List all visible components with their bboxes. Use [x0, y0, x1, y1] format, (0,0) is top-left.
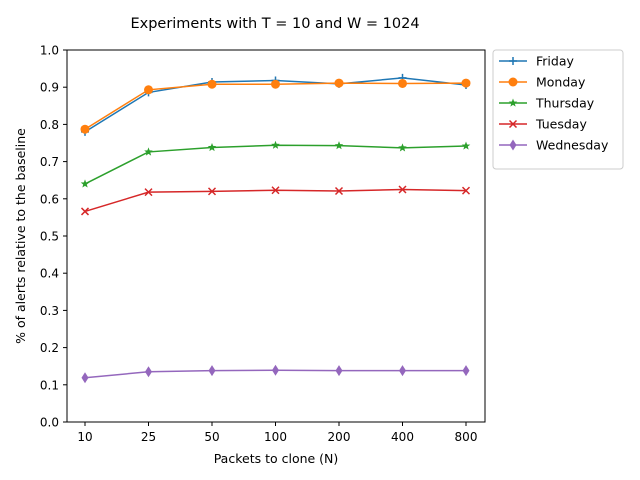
data-point — [334, 141, 344, 150]
x-tick-label: 50 — [204, 430, 219, 444]
series-thursday — [80, 140, 471, 188]
legend-marker — [509, 139, 517, 151]
series-line — [84, 144, 467, 185]
y-tick-label: 0.5 — [40, 230, 59, 244]
legend-label: Friday — [536, 54, 574, 69]
data-point — [80, 179, 90, 188]
legend-item: Wednesday — [499, 138, 609, 153]
x-tick-label: 25 — [141, 430, 156, 444]
data-point — [335, 365, 343, 377]
data-point — [81, 372, 89, 384]
data-point — [144, 147, 153, 156]
data-point — [272, 364, 279, 376]
legend: Friday Monday Thursday Tuesday Wednesday — [492, 49, 624, 170]
legend-label: Thursday — [535, 96, 595, 111]
data-point — [461, 141, 471, 150]
data-point — [207, 142, 217, 152]
legend-label: Tuesday — [535, 117, 587, 132]
y-axis: 0.0 0.1 0.2 0.3 0.4 0.5 0.6 0.7 0.8 0.9 1.0 — [40, 44, 67, 430]
series-tuesday — [80, 185, 471, 216]
data-point — [334, 78, 344, 88]
x-tick-label: 800 — [455, 430, 478, 444]
x-axis-label: Packets to clone (N) — [214, 451, 339, 466]
data-point — [461, 78, 471, 88]
series-line — [84, 188, 467, 213]
y-tick-label: 0.6 — [40, 192, 59, 206]
legend-box — [492, 49, 624, 170]
y-tick-label: 0.9 — [40, 81, 59, 95]
data-point — [334, 186, 344, 196]
data-point — [461, 186, 471, 195]
data-point — [271, 140, 280, 149]
legend-marker — [508, 119, 518, 129]
data-point — [144, 85, 153, 95]
y-tick-label: 0.3 — [40, 304, 59, 318]
data-point — [208, 365, 216, 377]
data-point — [80, 124, 90, 134]
y-tick-label: 1.0 — [40, 44, 59, 58]
data-point — [399, 365, 406, 377]
data-point — [80, 207, 90, 216]
legend-item: Thursday — [499, 96, 595, 111]
chart-title: Experiments with T = 10 and W = 1024 — [130, 16, 419, 32]
x-tick-label: 10 — [77, 430, 92, 444]
legend-item: Monday — [499, 75, 586, 90]
data-point — [398, 78, 407, 88]
legend-label: Monday — [536, 75, 586, 90]
data-point — [144, 188, 153, 197]
data-point — [462, 365, 470, 377]
y-tick-label: 0.7 — [40, 155, 59, 169]
x-axis: 10 25 50 100 200 400 800 — [77, 422, 477, 444]
series-monday — [80, 78, 471, 134]
x-tick-label: 400 — [391, 430, 414, 444]
data-point — [207, 79, 217, 89]
y-tick-label: 0.8 — [40, 118, 59, 132]
legend-item: Tuesday — [499, 117, 587, 132]
legend-marker — [509, 57, 517, 65]
y-tick-label: 0.1 — [40, 378, 59, 392]
legend-item: Friday — [499, 54, 574, 69]
x-tick-label: 100 — [264, 430, 287, 444]
data-point — [207, 187, 217, 196]
legend-marker — [508, 77, 518, 87]
series-line — [84, 82, 467, 130]
data-point — [271, 79, 280, 89]
plot-area — [80, 73, 471, 384]
y-tick-label: 0.0 — [40, 416, 59, 430]
data-point — [271, 186, 280, 195]
y-axis-label: % of alerts relative to the baseline — [13, 128, 28, 344]
data-point — [398, 143, 407, 152]
y-tick-label: 0.4 — [40, 267, 59, 281]
legend-label: Wednesday — [536, 138, 609, 153]
series-wednesday — [81, 364, 470, 384]
legend-marker — [508, 98, 518, 107]
x-tick-label: 200 — [328, 430, 351, 444]
data-point — [398, 185, 407, 194]
data-point — [145, 366, 152, 378]
y-tick-label: 0.2 — [40, 341, 59, 355]
